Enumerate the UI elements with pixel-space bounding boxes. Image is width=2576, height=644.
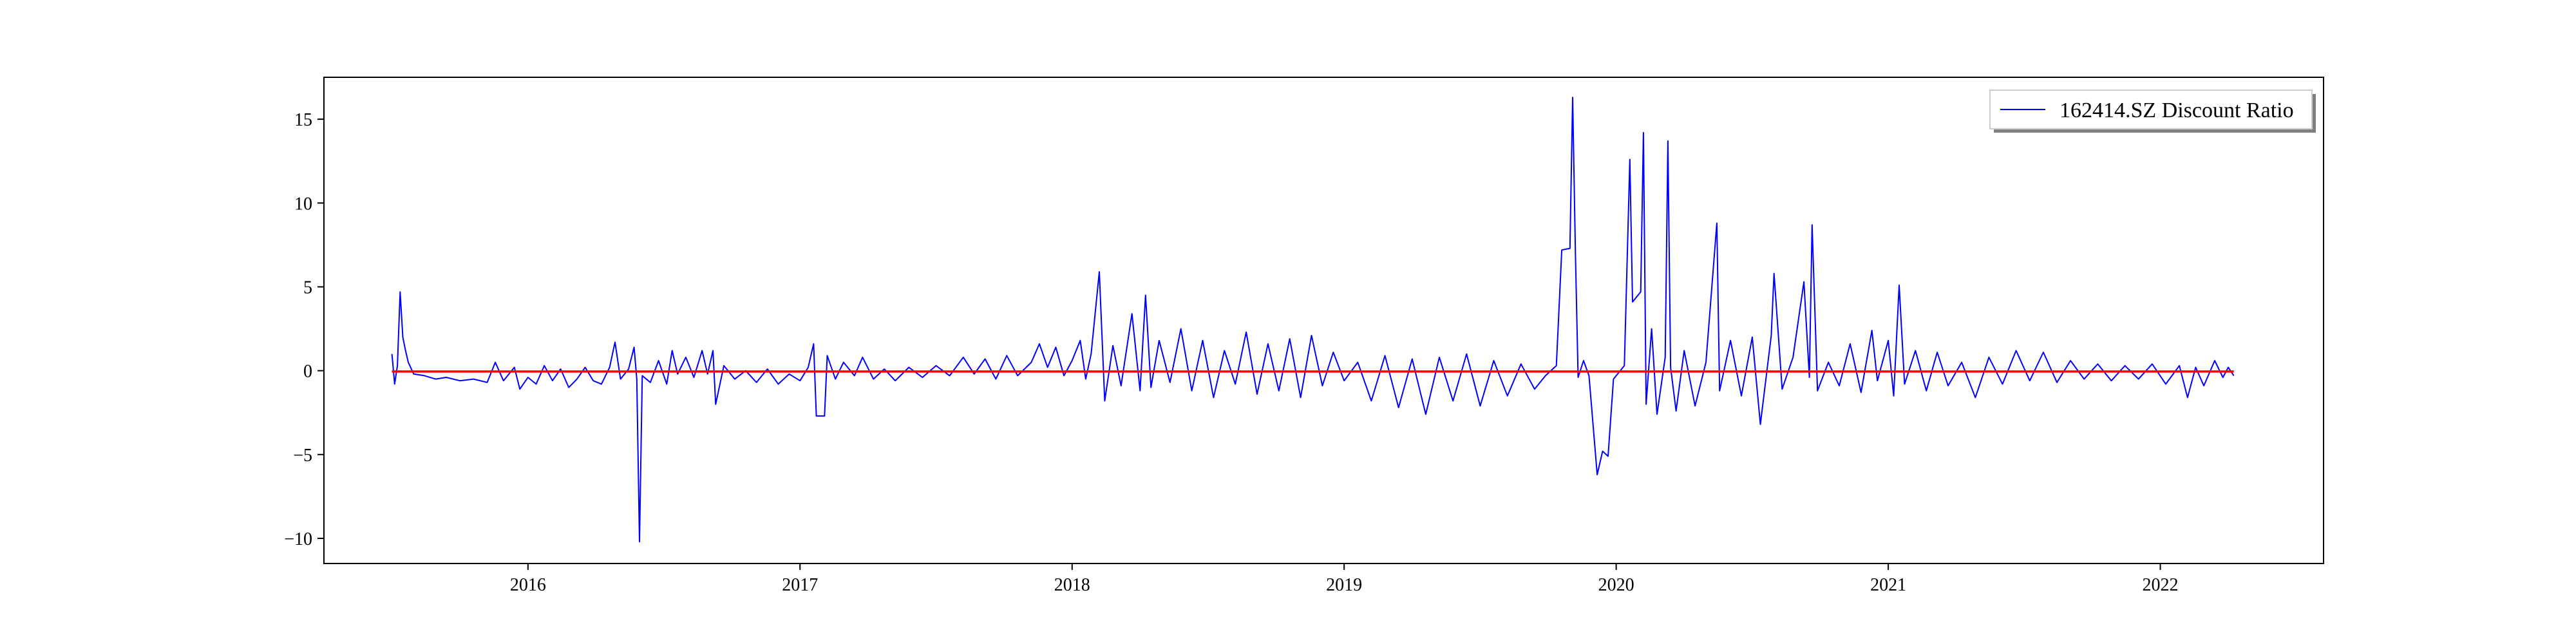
- x-tick-label: 2021: [1870, 575, 1906, 595]
- plot-frame: [323, 77, 2324, 564]
- x-tick-label: 2022: [2143, 575, 2179, 595]
- y-axis: 15 10 5 0 −5 −10: [284, 110, 324, 549]
- x-tick-label: 2017: [782, 575, 818, 595]
- y-tick-label: −10: [284, 529, 312, 549]
- y-tick-label: −5: [293, 446, 312, 466]
- legend: 162414.SZ Discount Ratio: [1989, 90, 2316, 133]
- x-tick-label: 2019: [1326, 575, 1362, 595]
- series-line-discount-ratio: [391, 97, 2235, 543]
- x-tick-label: 2016: [510, 575, 546, 595]
- y-tick-label: 10: [294, 194, 312, 214]
- x-tick-label: 2020: [1598, 575, 1634, 595]
- y-tick-label: 15: [294, 110, 312, 130]
- plot-area: [324, 77, 2324, 564]
- x-axis: 2016 2017 2018 2019 2020 2021 2022: [510, 564, 2179, 595]
- y-tick-label: 5: [303, 278, 312, 298]
- y-tick-label: 0: [303, 362, 312, 382]
- series-layer: [391, 97, 2235, 543]
- x-tick-label: 2018: [1054, 575, 1090, 595]
- legend-label: 162414.SZ Discount Ratio: [2060, 99, 2294, 122]
